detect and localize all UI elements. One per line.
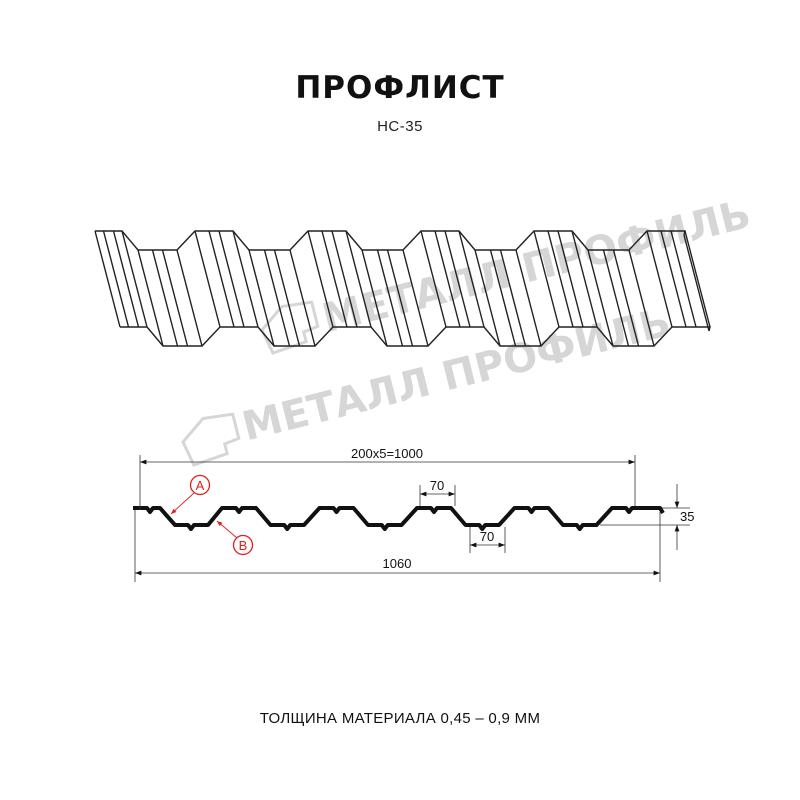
sheet-fold-line bbox=[232, 230, 259, 328]
sheet-fold-line bbox=[402, 249, 429, 347]
marker-b-label: B bbox=[239, 538, 248, 553]
marker-a: A bbox=[170, 474, 211, 515]
sheet-fold-line bbox=[121, 230, 148, 328]
sheet-stiffener-line bbox=[161, 249, 189, 347]
sheet-stiffener-line bbox=[489, 249, 517, 347]
sheet-stiffener-line bbox=[547, 230, 574, 328]
sheet-stiffener-line bbox=[208, 230, 235, 328]
sheet-fold-line bbox=[587, 249, 614, 347]
sheet-stiffener-line bbox=[151, 249, 179, 347]
sheet-fold-line bbox=[289, 249, 316, 347]
sheet-stiffener-line bbox=[557, 230, 584, 328]
dim-label-valley: 70 bbox=[480, 529, 494, 544]
sheet-fold-line bbox=[533, 230, 560, 328]
sheet-fold-line bbox=[420, 230, 447, 328]
sheet-stiffener-line bbox=[331, 230, 358, 328]
sheet-stiffener-line bbox=[218, 230, 245, 328]
watermark-logo-bottom: МЕТАЛЛ ПРОФИЛЬ bbox=[181, 299, 675, 467]
sheet-fold-line bbox=[683, 234, 710, 332]
watermark-text-top: МЕТАЛЛ ПРОФИЛЬ bbox=[318, 191, 755, 342]
marker-b: B bbox=[216, 520, 254, 556]
sheet-stiffener-line bbox=[112, 230, 140, 328]
sheet-fold-line bbox=[194, 230, 221, 328]
sheet-fold-line bbox=[137, 249, 164, 347]
sheet-stiffener-line bbox=[102, 230, 130, 328]
sheet-stiffener-line bbox=[376, 249, 404, 347]
sheet-fold-line bbox=[361, 249, 388, 347]
sheet-stiffener-line bbox=[660, 230, 687, 328]
sheet-stiffener-line bbox=[263, 249, 291, 347]
sheet-fold-line bbox=[307, 230, 334, 328]
sheet-stiffener-line bbox=[273, 249, 301, 347]
sheet-fold-line bbox=[176, 249, 203, 347]
sheet-stiffener-line bbox=[499, 249, 527, 347]
sheet-fold-line bbox=[684, 230, 711, 328]
sheet-fold-line bbox=[628, 249, 655, 347]
dim-label-crest: 70 bbox=[430, 478, 444, 493]
sheet-stiffener-line bbox=[321, 230, 348, 328]
sheet-stiffener-line bbox=[670, 230, 697, 328]
sheet-fold-line bbox=[571, 230, 598, 328]
sheet-stiffener-line bbox=[434, 230, 461, 328]
sheet-stiffener-line bbox=[444, 230, 471, 328]
material-thickness-note: ТОЛЩИНА МАТЕРИАЛА 0,45 – 0,9 ММ bbox=[259, 710, 541, 727]
sheet-fold-line bbox=[646, 230, 673, 328]
sheet-fold-line bbox=[248, 249, 275, 347]
sheet-stiffener-line bbox=[612, 249, 640, 347]
dim-label-overall: 1060 bbox=[383, 556, 412, 571]
sheet-fold-line bbox=[345, 230, 372, 328]
sheet-fold-line bbox=[458, 230, 485, 328]
dim-label-height: 35 bbox=[680, 509, 694, 524]
sheet-fold-line bbox=[515, 249, 542, 347]
sheet-stiffener-line bbox=[602, 249, 630, 347]
sheet-stiffener-line bbox=[386, 249, 414, 347]
profile-cross-section bbox=[133, 506, 665, 531]
marker-a-label: A bbox=[196, 478, 205, 493]
sheet-fold-line bbox=[94, 230, 121, 328]
sheet-fold-line bbox=[474, 249, 501, 347]
page-title: ПРОФЛИСТ bbox=[295, 70, 505, 106]
watermark-text-bottom: МЕТАЛЛ ПРОФИЛЬ bbox=[238, 299, 675, 450]
model-subtitle: НС-35 bbox=[377, 118, 423, 135]
dim-label-pitch: 200x5=1000 bbox=[351, 446, 423, 461]
dimension-lines bbox=[134, 455, 690, 582]
profile-sheet-3d-view bbox=[94, 230, 711, 347]
